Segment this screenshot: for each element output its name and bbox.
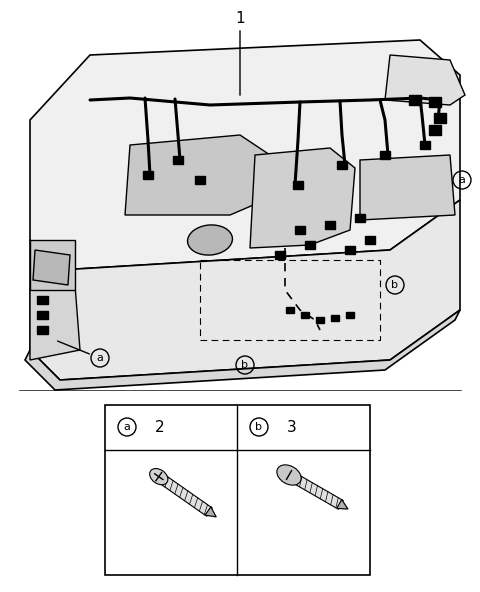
- FancyBboxPatch shape: [429, 97, 441, 107]
- Polygon shape: [33, 250, 70, 285]
- Ellipse shape: [150, 468, 168, 485]
- Polygon shape: [30, 240, 75, 290]
- FancyBboxPatch shape: [346, 312, 354, 318]
- FancyBboxPatch shape: [173, 156, 183, 164]
- Polygon shape: [385, 55, 465, 105]
- FancyBboxPatch shape: [143, 171, 153, 179]
- FancyBboxPatch shape: [305, 241, 315, 249]
- Polygon shape: [25, 310, 460, 390]
- Text: a: a: [123, 422, 131, 432]
- FancyBboxPatch shape: [295, 226, 305, 234]
- FancyBboxPatch shape: [316, 317, 324, 323]
- Text: b: b: [255, 422, 263, 432]
- FancyBboxPatch shape: [37, 311, 48, 319]
- Polygon shape: [125, 135, 270, 215]
- Text: 3: 3: [287, 420, 297, 435]
- Polygon shape: [250, 148, 355, 248]
- Text: 2: 2: [155, 420, 165, 435]
- Text: b: b: [392, 280, 398, 290]
- Ellipse shape: [277, 465, 301, 485]
- Polygon shape: [30, 200, 460, 380]
- Polygon shape: [157, 474, 213, 516]
- FancyBboxPatch shape: [355, 214, 365, 222]
- Polygon shape: [360, 155, 455, 220]
- FancyBboxPatch shape: [434, 113, 446, 123]
- FancyBboxPatch shape: [301, 312, 309, 318]
- Polygon shape: [205, 507, 216, 517]
- FancyBboxPatch shape: [331, 315, 339, 321]
- Text: a: a: [458, 175, 466, 185]
- FancyBboxPatch shape: [37, 296, 48, 304]
- Polygon shape: [30, 285, 80, 360]
- FancyBboxPatch shape: [195, 176, 205, 184]
- FancyBboxPatch shape: [365, 236, 375, 244]
- FancyBboxPatch shape: [429, 125, 441, 135]
- FancyBboxPatch shape: [293, 181, 303, 189]
- FancyBboxPatch shape: [380, 151, 390, 159]
- Polygon shape: [291, 473, 344, 509]
- FancyBboxPatch shape: [286, 307, 294, 313]
- FancyBboxPatch shape: [409, 95, 421, 105]
- FancyBboxPatch shape: [337, 161, 347, 169]
- Text: b: b: [241, 360, 249, 370]
- FancyBboxPatch shape: [420, 141, 430, 149]
- FancyBboxPatch shape: [325, 221, 335, 229]
- Text: 1: 1: [235, 11, 245, 25]
- Bar: [105, 405, 370, 575]
- FancyBboxPatch shape: [345, 246, 355, 254]
- FancyBboxPatch shape: [275, 251, 285, 259]
- Polygon shape: [337, 500, 348, 509]
- Ellipse shape: [188, 225, 232, 255]
- Text: a: a: [96, 353, 103, 363]
- Polygon shape: [30, 40, 460, 270]
- FancyBboxPatch shape: [37, 326, 48, 334]
